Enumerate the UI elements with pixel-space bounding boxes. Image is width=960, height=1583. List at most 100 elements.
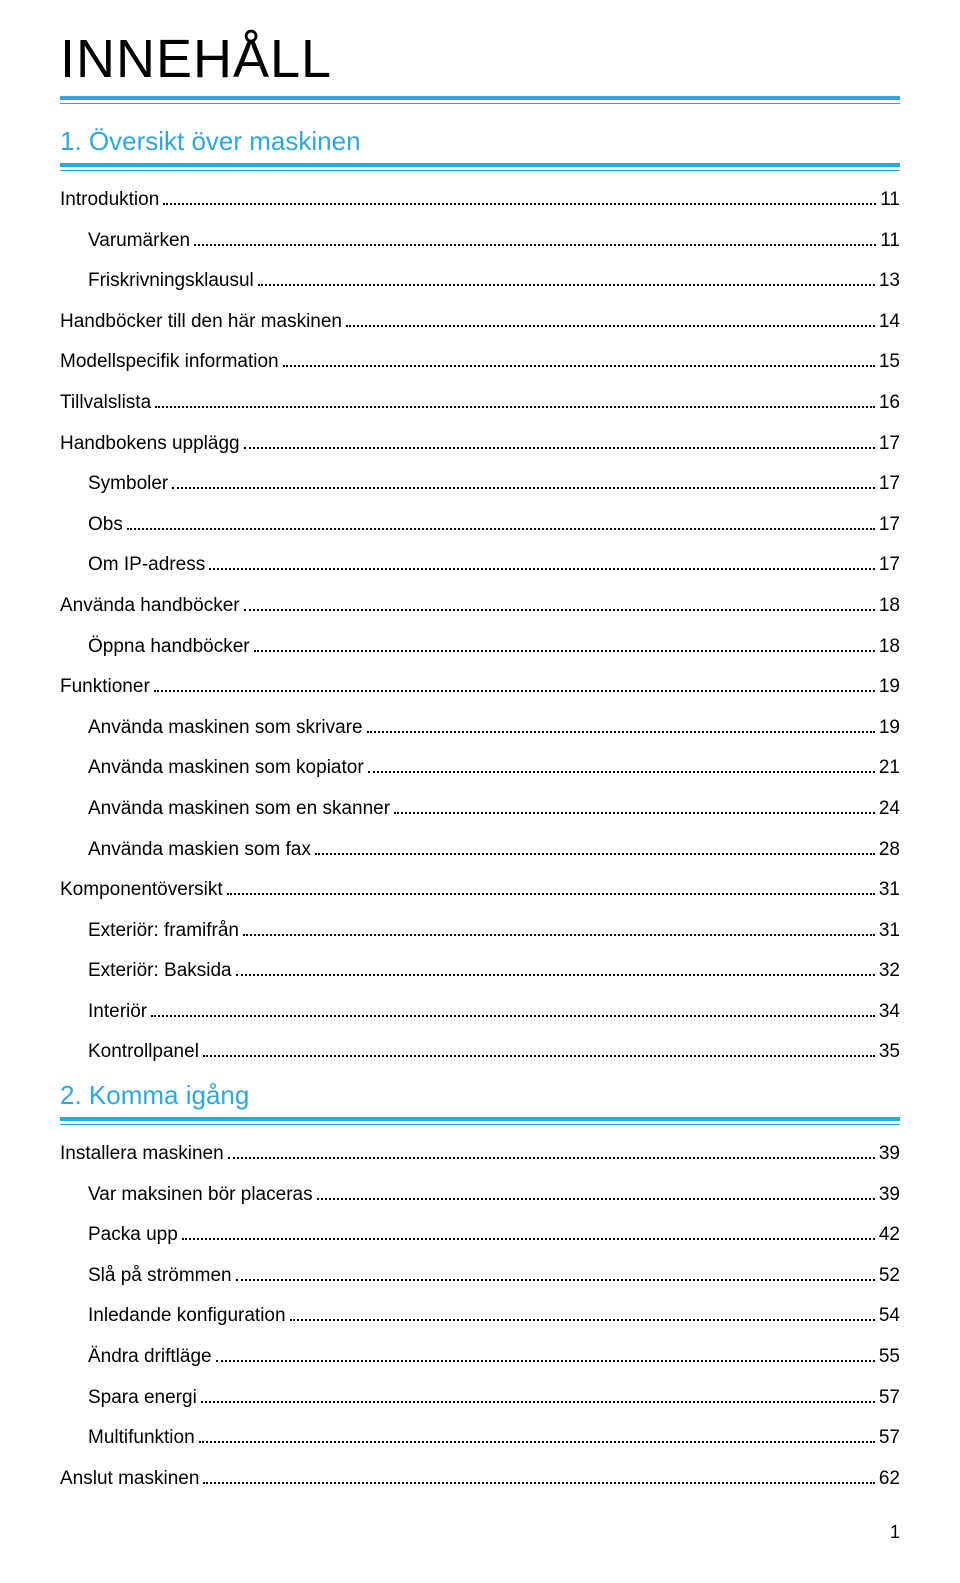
toc-entry[interactable]: Funktioner 19 [60,674,900,701]
toc-entry[interactable]: Använda maskinen som skrivare19 [60,715,900,742]
toc-entry[interactable]: Modellspecifik information15 [60,349,900,376]
title-rule-thin [60,103,900,104]
toc-entry-page: 55 [879,1344,900,1371]
toc-entry[interactable]: Handbokens upplägg17 [60,431,900,458]
toc-entry[interactable]: Handböcker till den här maskinen 14 [60,309,900,336]
toc-entry[interactable]: Öppna handböcker18 [60,634,900,661]
title-rule-thick [60,96,900,100]
toc-entry-page: 34 [879,999,900,1026]
toc-entry-label: Anslut maskinen [60,1466,199,1493]
toc-entry-page: 28 [879,837,900,864]
toc-entry-page: 17 [879,471,900,498]
toc-entry[interactable]: Packa upp 42 [60,1222,900,1249]
toc-leader-dots [290,1319,875,1321]
toc-entry-label: Tillvalslista [60,390,151,417]
toc-entry[interactable]: Komponentöversikt31 [60,877,900,904]
toc-entry[interactable]: Anslut maskinen 62 [60,1466,900,1493]
toc-entry-page: 32 [879,958,900,985]
toc-entry-page: 11 [880,187,900,214]
toc-leader-dots [209,568,875,570]
toc-list: Installera maskinen39Var maksinen bör pl… [60,1141,900,1492]
toc-entry[interactable]: Var maksinen bör placeras39 [60,1182,900,1209]
toc-entry[interactable]: Använda handböcker18 [60,593,900,620]
toc-entry-label: Funktioner [60,674,150,701]
toc-entry-label: Spara energi [88,1385,197,1412]
toc-entry-page: 17 [879,552,900,579]
toc-entry-page: 19 [879,674,900,701]
toc-list: Introduktion 11 Varumärken 11 Friskrivningsk… [60,187,900,1066]
toc-entry-page: 42 [879,1222,900,1249]
toc-entry[interactable]: Obs 17 [60,512,900,539]
toc-entry-label: Öppna handböcker [88,634,250,661]
toc-entry-page: 16 [879,390,900,417]
toc-leader-dots [236,974,875,976]
toc-entry-label: Använda maskinen som kopiator [88,755,364,782]
toc-entry-page: 62 [879,1466,900,1493]
toc-leader-dots [182,1238,875,1240]
toc-leader-dots [203,1482,874,1484]
toc-entry-label: Introduktion [60,187,159,214]
toc-entry[interactable]: Interiör34 [60,999,900,1026]
toc-entry[interactable]: Multifunktion 57 [60,1425,900,1452]
toc-entry[interactable]: Varumärken 11 [60,228,900,255]
toc-leader-dots [317,1198,875,1200]
toc-entry[interactable]: Exteriör: framifrån31 [60,918,900,945]
toc-entry-page: 17 [879,512,900,539]
toc-entry[interactable]: Använda maskien som fax 28 [60,837,900,864]
toc-entry-label: Om IP-adress [88,552,205,579]
toc-leader-dots [243,934,875,936]
section-heading: 2. Komma igång [60,1080,900,1111]
toc-entry[interactable]: Inledande konfiguration54 [60,1303,900,1330]
toc-leader-dots [127,528,875,530]
toc-entry[interactable]: Introduktion 11 [60,187,900,214]
toc-entry[interactable]: Spara energi57 [60,1385,900,1412]
toc-entry[interactable]: Ändra driftläge55 [60,1344,900,1371]
toc-entry-label: Inledande konfiguration [88,1303,286,1330]
toc-entry[interactable]: Installera maskinen39 [60,1141,900,1168]
toc-leader-dots [244,609,875,611]
toc-entry[interactable]: Friskrivningsklausul13 [60,268,900,295]
toc-entry[interactable]: Slå på strömmen52 [60,1263,900,1290]
toc-leader-dots [199,1441,875,1443]
toc-entry-label: Använda maskien som fax [88,837,311,864]
toc-entry[interactable]: Tillvalslista 16 [60,390,900,417]
toc-entry[interactable]: Använda maskinen som kopiator21 [60,755,900,782]
toc-entry-label: Obs [88,512,123,539]
toc-entry-label: Använda handböcker [60,593,240,620]
toc-entry[interactable]: Exteriör: Baksida 32 [60,958,900,985]
toc-leader-dots [367,731,875,733]
toc-entry-label: Multifunktion [88,1425,195,1452]
toc-entry-label: Friskrivningsklausul [88,268,254,295]
toc-entry-page: 14 [879,309,900,336]
toc-leader-dots [315,853,875,855]
toc-leader-dots [151,1015,875,1017]
toc-entry-page: 39 [879,1182,900,1209]
toc-entry-label: Varumärken [88,228,190,255]
toc-leader-dots [201,1401,875,1403]
toc-entry-label: Packa upp [88,1222,178,1249]
section-rule-thick [60,163,900,167]
toc-entry-page: 24 [879,796,900,823]
toc-leader-dots [394,812,875,814]
toc-entry-label: Symboler [88,471,168,498]
toc-leader-dots [227,893,875,895]
toc-leader-dots [228,1157,875,1159]
toc-leader-dots [254,650,875,652]
toc-leader-dots [155,406,875,408]
toc-entry[interactable]: Kontrollpanel35 [60,1039,900,1066]
toc-entry-label: Exteriör: Baksida [88,958,232,985]
toc-entry[interactable]: Symboler 17 [60,471,900,498]
toc-entry-label: Installera maskinen [60,1141,224,1168]
toc-leader-dots [154,690,875,692]
toc-entry[interactable]: Använda maskinen som en skanner24 [60,796,900,823]
toc-entry-label: Exteriör: framifrån [88,918,239,945]
toc-leader-dots [172,487,875,489]
toc-entry-page: 11 [880,228,900,255]
toc-entry-label: Handböcker till den här maskinen [60,309,342,336]
toc-leader-dots [283,365,875,367]
page-number: 1 [60,1522,900,1543]
page-title: INNEHÅLL [60,28,900,90]
toc-entry[interactable]: Om IP-adress 17 [60,552,900,579]
toc-entry-page: 52 [879,1263,900,1290]
toc-entry-page: 57 [879,1425,900,1452]
